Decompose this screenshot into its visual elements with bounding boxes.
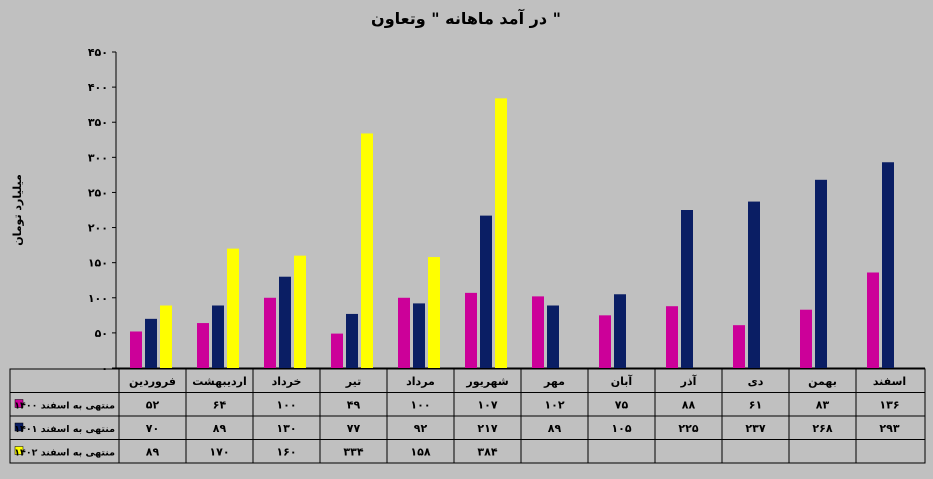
- bar: [480, 215, 492, 368]
- bar: [279, 276, 291, 368]
- bar: [227, 248, 239, 368]
- y-tick-label: ۳۵۰: [88, 116, 108, 129]
- data-label: ۱۳۶: [879, 399, 899, 412]
- bar: [666, 306, 678, 368]
- data-label: ۱۰۰: [276, 399, 296, 412]
- bar: [212, 305, 224, 368]
- data-label: ۱۰۲: [544, 399, 564, 412]
- data-label: ۱۳۰: [276, 422, 296, 435]
- x-tick-label: آذر: [680, 374, 697, 388]
- legend-label: منتهی به اسفند ۱۴۰۰: [14, 401, 115, 412]
- bar: [599, 315, 611, 368]
- y-tick-label: ۵۰: [95, 327, 108, 340]
- bar: [532, 296, 544, 368]
- x-tick-label: اسفند: [873, 375, 906, 388]
- x-tick-label: خرداد: [272, 375, 302, 388]
- data-label: ۸۸: [682, 399, 696, 412]
- y-tick-label: ۲۰۰: [88, 222, 108, 235]
- bar: [130, 331, 142, 368]
- bar: [160, 305, 172, 368]
- x-tick-label: فروردین: [129, 375, 176, 388]
- data-label: ۷۰: [146, 422, 159, 435]
- data-label: ۲۲۵: [678, 422, 698, 435]
- axes: [115, 52, 925, 369]
- data-label: ۱۷۰: [209, 446, 229, 459]
- bar: [614, 294, 626, 368]
- bar: [815, 179, 827, 368]
- x-tick-label: آبان: [611, 374, 633, 388]
- x-tick-label: تیر: [345, 375, 361, 388]
- legend-swatch: [14, 446, 24, 455]
- bar: [465, 292, 477, 368]
- y-tick-label: ۴۵۰: [88, 46, 108, 59]
- legend-label: منتهی به اسفند ۱۴۰۲: [14, 448, 115, 459]
- bar: [867, 272, 879, 368]
- bar: [428, 257, 440, 368]
- data-label: ۸۳: [816, 399, 830, 412]
- y-tick-label: ۱۵۰: [88, 257, 108, 270]
- data-label: ۲۳۷: [745, 422, 765, 435]
- x-tick-label: شهریور: [465, 375, 508, 388]
- data-label: ۱۶۰: [276, 446, 296, 459]
- legend-swatch: [14, 399, 24, 408]
- y-tick-label: ۳۰۰: [88, 151, 108, 164]
- bar: [413, 303, 425, 368]
- bar: [294, 255, 306, 368]
- chart-title: در آمد ماهانه " وتعاون ": [371, 8, 561, 28]
- legend-label: منتهی به اسفند ۱۴۰۱: [14, 424, 115, 435]
- bars: [130, 98, 894, 368]
- data-label: ۲۱۷: [477, 422, 497, 435]
- data-label: ۲۶۸: [812, 422, 832, 435]
- bar: [495, 98, 507, 368]
- bar: [748, 201, 760, 368]
- bar: [346, 313, 358, 368]
- x-tick-label: مهر: [543, 375, 565, 388]
- y-tick-label: ۴۰۰: [88, 81, 108, 94]
- bar: [264, 297, 276, 368]
- data-label: ۲۹۳: [879, 422, 899, 435]
- x-tick-label: مرداد: [406, 375, 435, 388]
- bar: [882, 162, 894, 368]
- x-tick-label: دی: [748, 375, 764, 388]
- data-label: ۳۳۴: [343, 446, 363, 459]
- data-label: ۱۵۸: [410, 446, 430, 459]
- bar: [800, 309, 812, 368]
- bar: [361, 133, 373, 368]
- data-label: ۴۹: [347, 399, 361, 412]
- y-tick-label: ۲۵۰: [88, 186, 108, 199]
- data-label: ۱۰۷: [477, 399, 497, 412]
- data-label: ۷۵: [615, 399, 629, 412]
- y-tick-label: ۱۰۰: [88, 292, 108, 305]
- data-label: ۶۱: [749, 399, 762, 412]
- x-tick-label: اردیبهشت: [192, 375, 246, 388]
- bar: [733, 325, 745, 368]
- bar: [681, 210, 693, 368]
- legend-swatch: [14, 422, 24, 432]
- data-label: ۱۰۵: [611, 422, 631, 435]
- bar: [547, 305, 559, 368]
- bar: [145, 318, 157, 368]
- data-label: ۸۹: [146, 446, 160, 459]
- data-label: ۳۸۴: [477, 446, 497, 459]
- data-label: ۵۲: [146, 399, 160, 412]
- y-axis-label: میلیارد تومان: [11, 174, 24, 246]
- bar: [197, 323, 209, 368]
- x-tick-label: بهمن: [808, 375, 837, 388]
- data-label: ۸۹: [548, 422, 562, 435]
- bar: [398, 297, 410, 368]
- bar: [331, 333, 343, 368]
- data-label: ۹۲: [414, 422, 428, 435]
- data-label: ۱۰۰: [410, 399, 430, 412]
- data-label: ۷۷: [347, 422, 361, 435]
- data-label: ۶۴: [213, 399, 227, 412]
- data-table: فروردین اردیبهشت خرداد تیر مرداد شهریور مهر آبا…: [9, 368, 926, 464]
- data-label: ۸۹: [213, 422, 227, 435]
